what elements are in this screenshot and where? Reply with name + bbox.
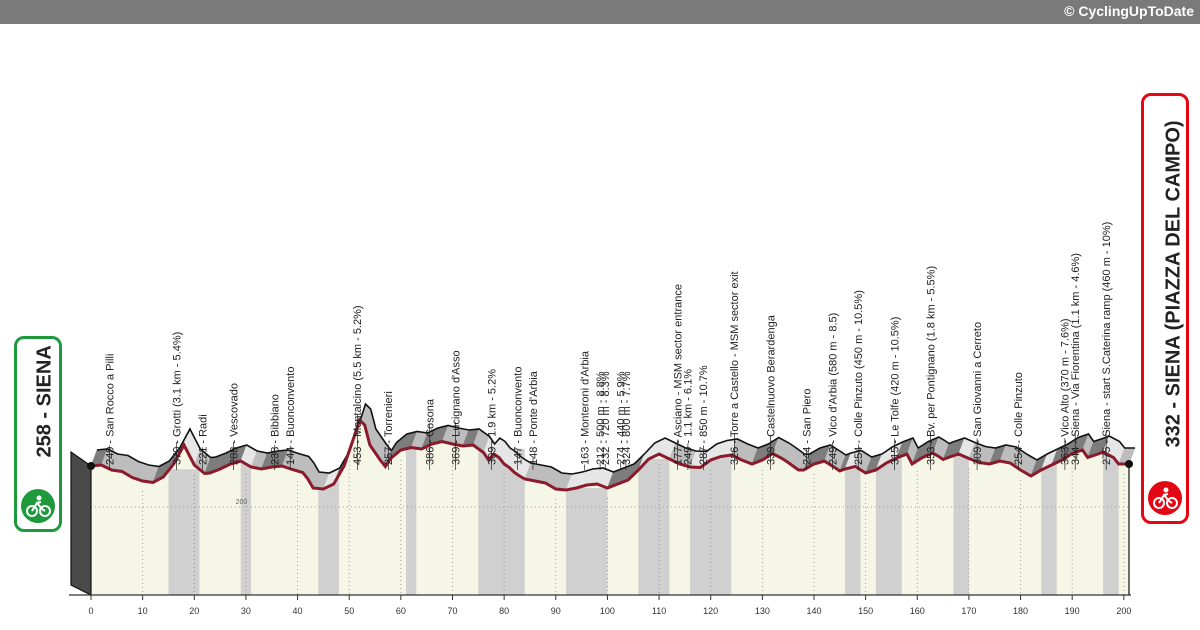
climb-label: 315 - Le Tolfe (420 m - 10.5%) xyxy=(889,317,901,465)
climb-label: 309 - San Giovanni a Cerreto xyxy=(972,322,984,465)
cyclist-icon xyxy=(21,489,55,523)
climb-label: 163 - Monteroni d'Arbia xyxy=(579,350,591,465)
x-tick-label: 110 xyxy=(652,606,666,616)
gravel-sector-band xyxy=(1041,462,1057,595)
start-dot xyxy=(87,462,95,470)
climb-label: 353 - Bv. per Pontignano (1.8 km - 5.5%) xyxy=(925,266,937,465)
x-tick-label: 0 xyxy=(88,606,93,616)
climb-label: 453 - Montalcino (5.5 km - 5.2%) xyxy=(352,305,364,465)
copyright-text: © CyclingUpToDate xyxy=(1064,3,1194,19)
x-tick-label: 200 xyxy=(1116,606,1131,616)
x-tick-label: 130 xyxy=(755,606,770,616)
gravel-sector-band xyxy=(844,469,861,595)
x-tick-label: 50 xyxy=(344,606,354,616)
gravel-sector-band xyxy=(875,456,902,595)
gravel-sector-band xyxy=(638,459,670,595)
climb-label: 249 - San Rocco a Pilli xyxy=(104,354,116,465)
climb-label: 309 - 1.9 km - 5.2% xyxy=(486,369,498,465)
climb-label: 370 - Grotti (3.1 km - 5.4%) xyxy=(171,332,183,465)
climb-label: 147 - Buonconvento xyxy=(512,367,524,465)
climb-label: 326 - Torre a Castello - MSM sector exit xyxy=(729,271,741,465)
finish-cyclist-icon xyxy=(1148,481,1182,515)
climb-label: 244 - San Piero xyxy=(802,389,814,465)
x-tick-label: 170 xyxy=(961,606,976,616)
climb-label: 249 - 1.1 km - 6.1% xyxy=(683,369,695,465)
x-tick-label: 160 xyxy=(910,606,925,616)
profile-layer xyxy=(90,402,1136,492)
gravel-sector-band xyxy=(168,469,200,595)
start-badge: 258 - SIENA xyxy=(14,336,62,532)
climb-labels: 249 - San Rocco a Pilli 370 - Grotti (3.1… xyxy=(104,222,1113,470)
gravel-sector-band xyxy=(953,455,969,595)
climb-label: 274 - 440 m - 5.9% xyxy=(616,371,628,465)
climb-label: 386 - Cosona xyxy=(425,398,437,465)
climb-label: 339 - Castelnuovo Berardenga xyxy=(765,314,777,465)
x-tick-label: 80 xyxy=(499,606,509,616)
climb-label: 254 - Colle Pinzuto (450 m - 10.5%) xyxy=(853,290,865,465)
x-tick-label: 150 xyxy=(858,606,873,616)
climb-label: 287 - 850 m - 10.7% xyxy=(698,365,710,465)
climb-label: 275 - Siena - start S.Caterina ramp (460… xyxy=(1101,222,1113,465)
gravel-sector-band xyxy=(566,488,608,595)
climb-label: 249 - Vico d'Arbia (580 m - 8.5) xyxy=(827,313,839,465)
y-tick-label: 200 xyxy=(236,499,248,506)
x-tick-label: 180 xyxy=(1013,606,1028,616)
climb-label: 212 - 500 m - 8.8% xyxy=(595,371,607,465)
profile-road-line xyxy=(90,417,1129,492)
x-tick-label: 100 xyxy=(600,606,615,616)
finish-label: 332 - SIENA (PIAZZA DEL CAMPO) xyxy=(1162,120,1185,448)
finish-badge: 332 - SIENA (PIAZZA DEL CAMPO) xyxy=(1141,93,1189,524)
climb-label: 177 - Asciano - MSM sector entrance xyxy=(672,284,684,465)
x-tick-label: 30 xyxy=(241,606,251,616)
gravel-sector-band xyxy=(240,461,252,595)
profile-top-edge xyxy=(96,402,1135,475)
climb-label: 232 - 720 m - 8.3% xyxy=(600,371,612,465)
x-tick-label: 20 xyxy=(189,606,199,616)
climb-label: 254 - Colle Pinzuto xyxy=(1013,372,1025,465)
climb-label: 363 - Vico Alto (370 m - 7.6%) xyxy=(1060,318,1072,465)
climb-label: 257 - Torrenieri xyxy=(383,391,395,465)
climb-label: 221 - Radi xyxy=(197,414,209,465)
x-tick-label: 10 xyxy=(138,606,148,616)
climb-label: 369 - Lucignano d'Asso xyxy=(450,350,462,465)
profile-ground-area xyxy=(91,420,1129,595)
climb-label: 324 - 800 m - 7.7% xyxy=(621,371,633,465)
climb-label: 288 - Vescovado xyxy=(228,383,240,465)
climb-label: 238 - Bibbiano xyxy=(270,394,282,465)
start-finish-markers xyxy=(70,450,1133,596)
start-wall xyxy=(70,450,92,596)
x-tick-label: 40 xyxy=(293,606,303,616)
grid-layer: 200 xyxy=(90,454,1129,595)
x-tick-label: 140 xyxy=(806,606,821,616)
climb-label: 144 - Buonconvento xyxy=(285,367,297,465)
climb-label: 148 - Ponte d'Arbia xyxy=(528,370,540,465)
start-label: 258 - SIENA xyxy=(33,345,56,458)
x-tick-label: 90 xyxy=(551,606,561,616)
x-tick-label: 120 xyxy=(703,606,718,616)
climb-label: 344 - Siena - Via Fiorentina (1.1 km - 4… xyxy=(1070,253,1082,465)
gravel-sector-band xyxy=(318,475,339,595)
ground-layer xyxy=(91,420,1129,595)
x-axis: 0 10 20 30 40 50 60 70 80 90 100 110 120 130 140 150 160… xyxy=(69,594,1131,616)
top-bar: © CyclingUpToDate xyxy=(0,0,1200,24)
gravel-sector-band xyxy=(1103,452,1119,595)
x-tick-label: 60 xyxy=(396,606,406,616)
x-tick-label: 190 xyxy=(1065,606,1080,616)
gravel-sector-band xyxy=(406,448,417,595)
x-tick-label: 70 xyxy=(447,606,457,616)
